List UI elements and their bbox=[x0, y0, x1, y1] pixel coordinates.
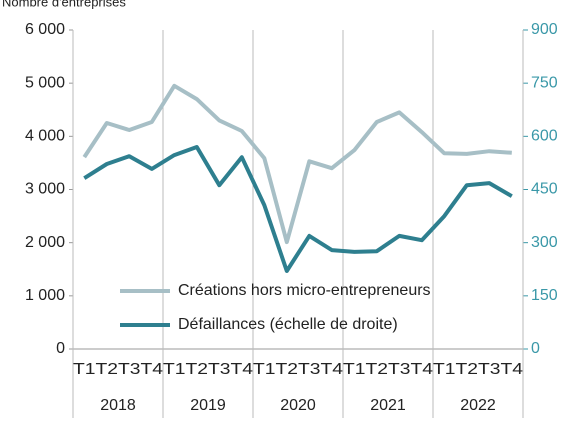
year-label: 2021 bbox=[370, 397, 406, 414]
x-tick-label: T2 bbox=[456, 361, 479, 378]
x-tick-label: T3 bbox=[388, 361, 411, 378]
y2-tick-label: 150 bbox=[531, 287, 558, 304]
x-tick-label: T3 bbox=[118, 361, 141, 378]
x-tick-label: T2 bbox=[96, 361, 119, 378]
y-tick-label: 1 000 bbox=[25, 287, 65, 304]
chart-title: Nombre d'entreprises bbox=[2, 0, 126, 9]
y2-tick-label: 300 bbox=[531, 234, 558, 251]
year-label: 2018 bbox=[100, 397, 136, 414]
year-label: 2019 bbox=[190, 397, 226, 414]
x-tick-label: T2 bbox=[366, 361, 389, 378]
x-tick-label: T1 bbox=[343, 361, 366, 378]
x-tick-label: T4 bbox=[231, 361, 254, 378]
y-tick-label: 4 000 bbox=[25, 128, 65, 145]
x-tick-label: T1 bbox=[433, 361, 456, 378]
y-tick-label: 3 000 bbox=[25, 181, 65, 198]
x-tick-label: T4 bbox=[321, 361, 344, 378]
x-tick-label: T2 bbox=[186, 361, 209, 378]
x-tick-label: T3 bbox=[478, 361, 501, 378]
x-tick-label: T1 bbox=[163, 361, 186, 378]
x-tick-label: T1 bbox=[253, 361, 276, 378]
y2-tick-label: 900 bbox=[531, 21, 558, 38]
legend-label: Défaillances (échelle de droite) bbox=[178, 316, 398, 333]
legend-label: Créations hors micro-entrepreneurs bbox=[178, 282, 431, 299]
x-tick-label: T1 bbox=[73, 361, 96, 378]
x-tick-label: T4 bbox=[141, 361, 164, 378]
x-tick-label: T2 bbox=[276, 361, 299, 378]
y2-tick-label: 450 bbox=[531, 181, 558, 198]
y-tick-label: 6 000 bbox=[25, 21, 65, 38]
x-tick-label: T3 bbox=[208, 361, 231, 378]
y-tick-label: 2 000 bbox=[25, 234, 65, 251]
y-tick-label: 5 000 bbox=[25, 74, 65, 91]
y-tick-label: 0 bbox=[56, 340, 65, 357]
series-line bbox=[82, 83, 512, 245]
x-tick-label: T3 bbox=[298, 361, 321, 378]
year-label: 2020 bbox=[280, 397, 316, 414]
year-label: 2022 bbox=[460, 397, 496, 414]
y2-tick-label: 0 bbox=[531, 340, 540, 357]
x-tick-label: T4 bbox=[411, 361, 434, 378]
y2-tick-label: 750 bbox=[531, 74, 558, 91]
x-tick-label: T4 bbox=[501, 361, 524, 378]
series-line bbox=[83, 145, 513, 273]
y2-tick-label: 600 bbox=[531, 128, 558, 145]
